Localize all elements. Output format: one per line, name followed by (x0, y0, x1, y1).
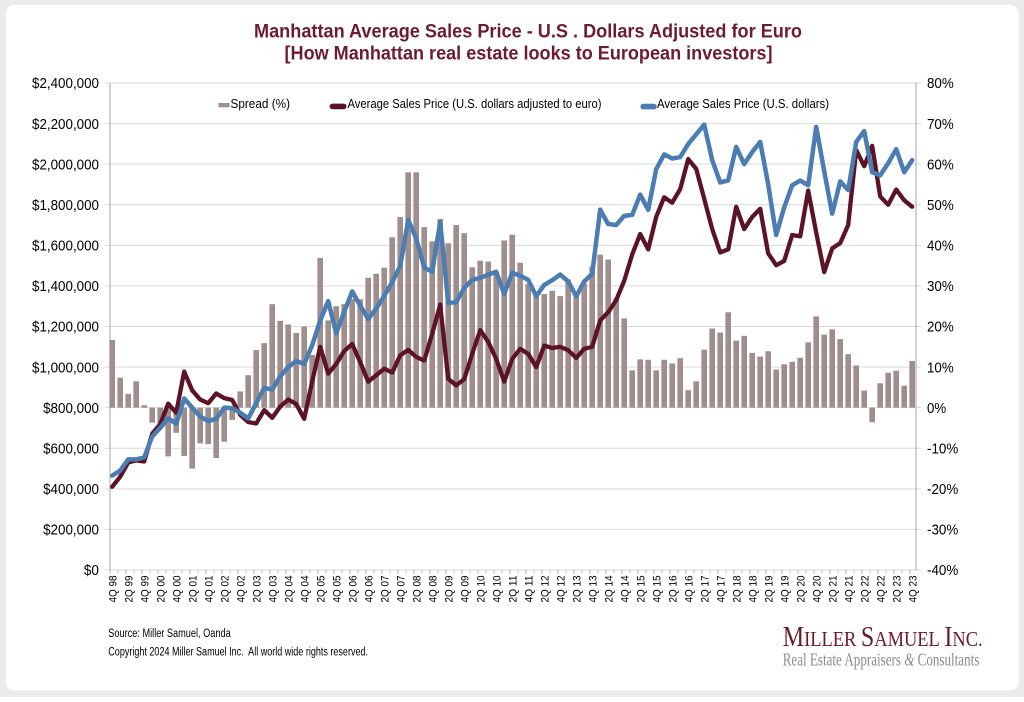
svg-text:$600,000: $600,000 (43, 441, 99, 457)
svg-text:$1,600,000: $1,600,000 (32, 239, 99, 255)
svg-text:-30%: -30% (927, 523, 958, 539)
svg-text:2Q 16: 2Q 16 (667, 576, 679, 603)
svg-text:60%: 60% (927, 157, 954, 173)
svg-text:2Q 09: 2Q 09 (443, 576, 455, 603)
svg-text:2Q 02: 2Q 02 (219, 576, 231, 603)
svg-text:$800,000: $800,000 (43, 401, 99, 417)
svg-text:[How Manhattan real estate loo: [How Manhattan real estate looks to Euro… (285, 44, 773, 65)
svg-text:4Q 21: 4Q 21 (843, 576, 855, 603)
svg-text:2Q 04: 2Q 04 (283, 576, 295, 603)
svg-text:0%: 0% (927, 401, 946, 417)
svg-text:$1,800,000: $1,800,000 (32, 198, 99, 214)
svg-text:4Q 05: 4Q 05 (331, 576, 343, 603)
svg-text:30%: 30% (927, 279, 954, 295)
svg-text:4Q 06: 4Q 06 (363, 576, 375, 603)
svg-text:Real Estate Appraisers & Consu: Real Estate Appraisers & Consultants (783, 651, 980, 670)
svg-text:Source: Miller Samuel, Oanda: Source: Miller Samuel, Oanda (108, 628, 231, 640)
svg-text:2Q 99: 2Q 99 (123, 576, 135, 603)
svg-text:-40%: -40% (927, 563, 958, 579)
svg-text:2Q 13: 2Q 13 (571, 576, 583, 603)
svg-text:4Q 16: 4Q 16 (683, 576, 695, 603)
svg-text:-20%: -20% (927, 482, 958, 498)
svg-text:50%: 50% (927, 198, 954, 214)
svg-text:$400,000: $400,000 (43, 482, 99, 498)
svg-text:4Q 12: 4Q 12 (555, 576, 567, 603)
svg-text:2Q 17: 2Q 17 (699, 576, 711, 603)
svg-text:4Q 10: 4Q 10 (491, 576, 503, 603)
svg-text:4Q 04: 4Q 04 (299, 576, 311, 603)
svg-text:40%: 40% (927, 239, 954, 255)
svg-text:$2,400,000: $2,400,000 (32, 76, 99, 92)
svg-text:2Q 03: 2Q 03 (251, 576, 263, 603)
svg-text:2Q 08: 2Q 08 (411, 576, 423, 603)
svg-text:4Q 14: 4Q 14 (619, 576, 631, 603)
svg-text:2Q 21: 2Q 21 (827, 576, 839, 603)
svg-text:4Q 09: 4Q 09 (459, 576, 471, 603)
svg-text:2Q 19: 2Q 19 (763, 576, 775, 603)
svg-text:80%: 80% (927, 76, 954, 92)
svg-text:2Q 14: 2Q 14 (603, 576, 615, 603)
svg-text:MILLER SAMUEL INC.: MILLER SAMUEL INC. (783, 621, 983, 652)
svg-text:2Q 05: 2Q 05 (315, 576, 327, 603)
svg-text:Average Sales Price (U.S. doll: Average Sales Price (U.S. dollars) (657, 96, 829, 111)
svg-text:4Q 08: 4Q 08 (427, 576, 439, 603)
svg-text:2Q 07: 2Q 07 (379, 576, 391, 603)
svg-text:70%: 70% (927, 117, 954, 133)
svg-text:4Q 00: 4Q 00 (171, 576, 183, 603)
svg-text:4Q 19: 4Q 19 (779, 576, 791, 603)
svg-text:$0: $0 (84, 563, 99, 579)
svg-text:2Q 11: 2Q 11 (507, 576, 519, 603)
svg-text:4Q 03: 4Q 03 (267, 576, 279, 603)
svg-text:4Q 23: 4Q 23 (907, 576, 919, 603)
svg-text:4Q 17: 4Q 17 (715, 576, 727, 603)
svg-text:$2,200,000: $2,200,000 (32, 117, 99, 133)
svg-text:2Q 00: 2Q 00 (155, 576, 167, 603)
svg-text:2Q 06: 2Q 06 (347, 576, 359, 603)
svg-text:10%: 10% (927, 360, 954, 376)
svg-text:4Q 18: 4Q 18 (747, 576, 759, 603)
svg-text:4Q 15: 4Q 15 (651, 576, 663, 603)
svg-text:2Q 01: 2Q 01 (187, 576, 199, 603)
svg-text:4Q 02: 4Q 02 (235, 576, 247, 603)
svg-text:Average Sales Price (U.S. doll: Average Sales Price (U.S. dollars adjust… (348, 96, 602, 111)
svg-text:2Q 18: 2Q 18 (731, 576, 743, 603)
svg-text:4Q 98: 4Q 98 (107, 576, 119, 603)
svg-text:4Q 07: 4Q 07 (395, 576, 407, 603)
svg-text:2Q 23: 2Q 23 (891, 576, 903, 603)
svg-text:2Q 15: 2Q 15 (635, 576, 647, 603)
svg-text:2Q 20: 2Q 20 (795, 576, 807, 603)
svg-text:2Q 22: 2Q 22 (859, 576, 871, 603)
svg-text:Copyright 2024 Miller Samuel I: Copyright 2024 Miller Samuel Inc. All wo… (108, 647, 368, 659)
svg-text:20%: 20% (927, 320, 954, 336)
svg-text:4Q 11: 4Q 11 (523, 576, 535, 603)
svg-text:4Q 22: 4Q 22 (875, 576, 887, 603)
svg-text:$1,200,000: $1,200,000 (32, 320, 99, 336)
svg-text:$200,000: $200,000 (43, 523, 99, 539)
svg-text:4Q 20: 4Q 20 (811, 576, 823, 603)
svg-text:2Q 10: 2Q 10 (475, 576, 487, 603)
svg-text:Manhattan Average Sales Price: Manhattan Average Sales Price - U.S . Do… (254, 21, 802, 43)
svg-text:4Q 13: 4Q 13 (587, 576, 599, 603)
svg-text:$1,400,000: $1,400,000 (32, 279, 99, 295)
svg-text:Spread (%): Spread (%) (231, 96, 291, 111)
svg-text:$1,000,000: $1,000,000 (32, 360, 99, 376)
svg-text:$2,000,000: $2,000,000 (32, 157, 99, 173)
svg-text:-10%: -10% (927, 441, 958, 457)
svg-text:4Q 01: 4Q 01 (203, 576, 215, 603)
svg-text:4Q 99: 4Q 99 (139, 576, 151, 603)
svg-text:2Q 12: 2Q 12 (539, 576, 551, 603)
